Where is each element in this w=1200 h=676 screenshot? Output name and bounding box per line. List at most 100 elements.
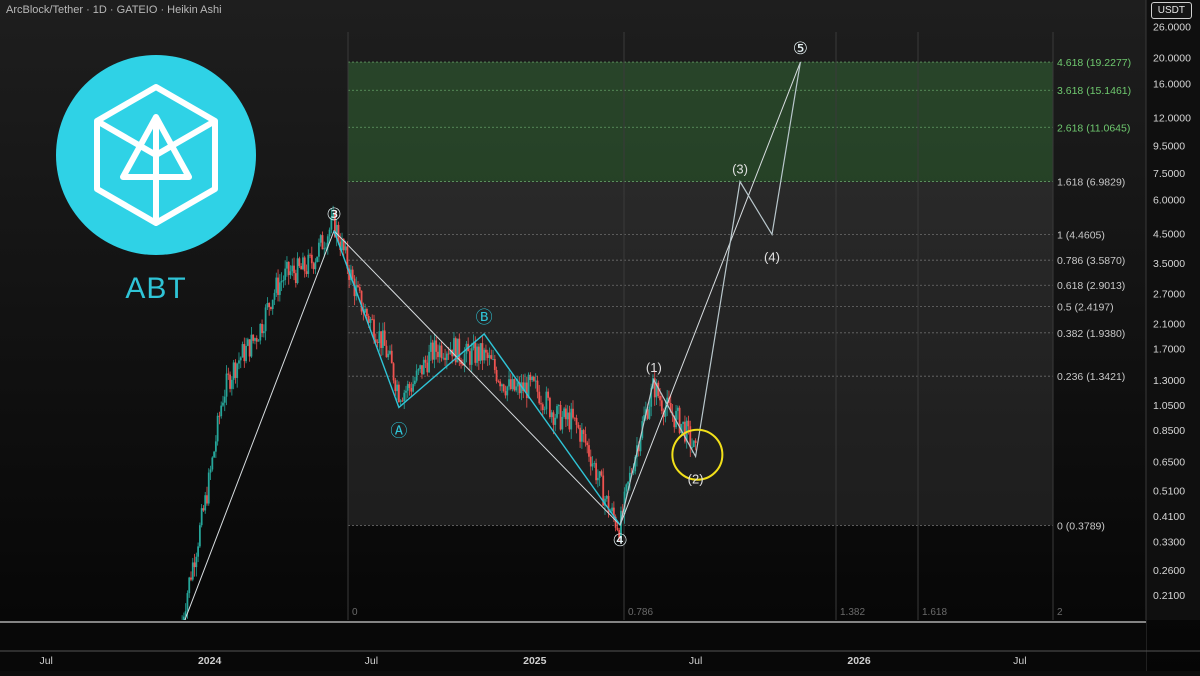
candle-body <box>401 400 404 402</box>
candle-body <box>517 382 519 387</box>
candle-body <box>230 379 233 389</box>
candle-body <box>310 254 313 264</box>
candle-body <box>664 407 667 417</box>
candle-body <box>648 406 651 419</box>
candle-body <box>433 340 436 360</box>
wave-label: ⑤ <box>793 39 808 58</box>
wave-label: (4) <box>764 249 780 264</box>
candle-body <box>486 352 489 358</box>
y-tick-label: 0.6500 <box>1153 457 1185 469</box>
candle-body <box>556 406 558 418</box>
candle-body <box>543 409 546 411</box>
candle-body <box>191 562 194 580</box>
candle-body <box>246 339 249 346</box>
y-tick-label: 0.2600 <box>1153 565 1185 577</box>
candle-body <box>513 379 516 391</box>
candle-body <box>374 339 377 343</box>
candle-body <box>302 257 304 270</box>
currency-button[interactable]: USDT <box>1150 2 1192 19</box>
candle-body <box>534 380 537 382</box>
candle-body <box>389 350 391 354</box>
candle-body <box>422 359 425 375</box>
candle-body <box>312 263 315 270</box>
y-tick-label: 0.4100 <box>1153 511 1185 523</box>
candle-body <box>392 363 395 381</box>
candle-body <box>200 508 203 526</box>
candle-body <box>538 391 541 404</box>
candle-body <box>545 391 548 410</box>
chart-title: ArcBlock/Tether · 1D · GATEIO · Heikin A… <box>6 4 222 16</box>
wave-label: Ⓑ <box>476 308 493 327</box>
candle-body <box>396 384 399 392</box>
candle-body <box>582 430 585 434</box>
candle-body <box>472 342 475 349</box>
candle-body <box>692 440 695 448</box>
time-fib-label: 2 <box>1057 607 1063 618</box>
y-tick-label: 26.0000 <box>1153 21 1191 33</box>
wave-label: Ⓐ <box>390 421 407 440</box>
candle-body <box>659 396 661 401</box>
candle-body <box>286 261 288 269</box>
candle-body <box>271 299 274 310</box>
candle-body <box>326 236 329 248</box>
candle-body <box>238 360 240 364</box>
candle-body <box>218 415 221 417</box>
candle-body <box>406 384 409 391</box>
y-tick-label: 0.2100 <box>1153 590 1185 602</box>
candle-body <box>415 370 418 381</box>
candle-body <box>502 384 505 392</box>
candle-body <box>184 611 187 617</box>
candle-body <box>669 402 672 413</box>
candle-body <box>563 408 566 417</box>
candle-body <box>634 456 637 472</box>
candle-body <box>547 391 550 398</box>
candle-body <box>197 546 200 557</box>
candle-body <box>463 353 466 366</box>
candle-body <box>270 307 272 310</box>
y-tick-label: 4.5000 <box>1153 228 1185 240</box>
candle-body <box>280 280 283 283</box>
x-tick-label: Jul <box>689 655 702 667</box>
candle-body <box>549 397 551 418</box>
time-fib-label: 1.618 <box>922 607 947 618</box>
candle-body <box>632 471 635 473</box>
candle-body <box>572 408 574 418</box>
candle-body <box>387 353 390 358</box>
candle-body <box>268 302 271 308</box>
fib-level-label: 1.618 (6.9829) <box>1057 177 1125 189</box>
candle-body <box>676 407 679 411</box>
candle-body <box>564 408 567 420</box>
candle-body <box>437 351 439 358</box>
candle-body <box>257 340 260 342</box>
candle-body <box>490 355 493 360</box>
candle-body <box>607 495 610 513</box>
candle-body <box>305 271 308 274</box>
candle-body <box>193 562 196 568</box>
candle-body <box>453 338 455 357</box>
candle-body <box>515 386 518 391</box>
fib-level-label: 0.382 (1.9380) <box>1057 328 1125 340</box>
candle-body <box>469 351 471 365</box>
candle-body <box>524 382 526 392</box>
candle-body <box>360 290 363 312</box>
candle-body <box>584 433 587 443</box>
candle-body <box>488 355 491 358</box>
x-tick-label: 2024 <box>198 655 222 667</box>
y-tick-label: 6.0000 <box>1153 194 1185 206</box>
candle-body <box>479 343 482 361</box>
candle-body <box>214 441 217 452</box>
candle-body <box>337 224 340 242</box>
candle-body <box>424 359 427 363</box>
candle-body <box>588 445 590 457</box>
wave-label: ④ <box>612 531 627 550</box>
candle-body <box>623 491 626 515</box>
candle-body <box>239 357 242 361</box>
fib-level-label: 0.618 (2.9013) <box>1057 280 1125 292</box>
candle-body <box>495 369 498 382</box>
candle-body <box>552 412 555 425</box>
wave-label: (3) <box>732 162 748 177</box>
candle-body <box>573 417 576 419</box>
candle-body <box>223 396 226 403</box>
candle-body <box>376 342 379 344</box>
